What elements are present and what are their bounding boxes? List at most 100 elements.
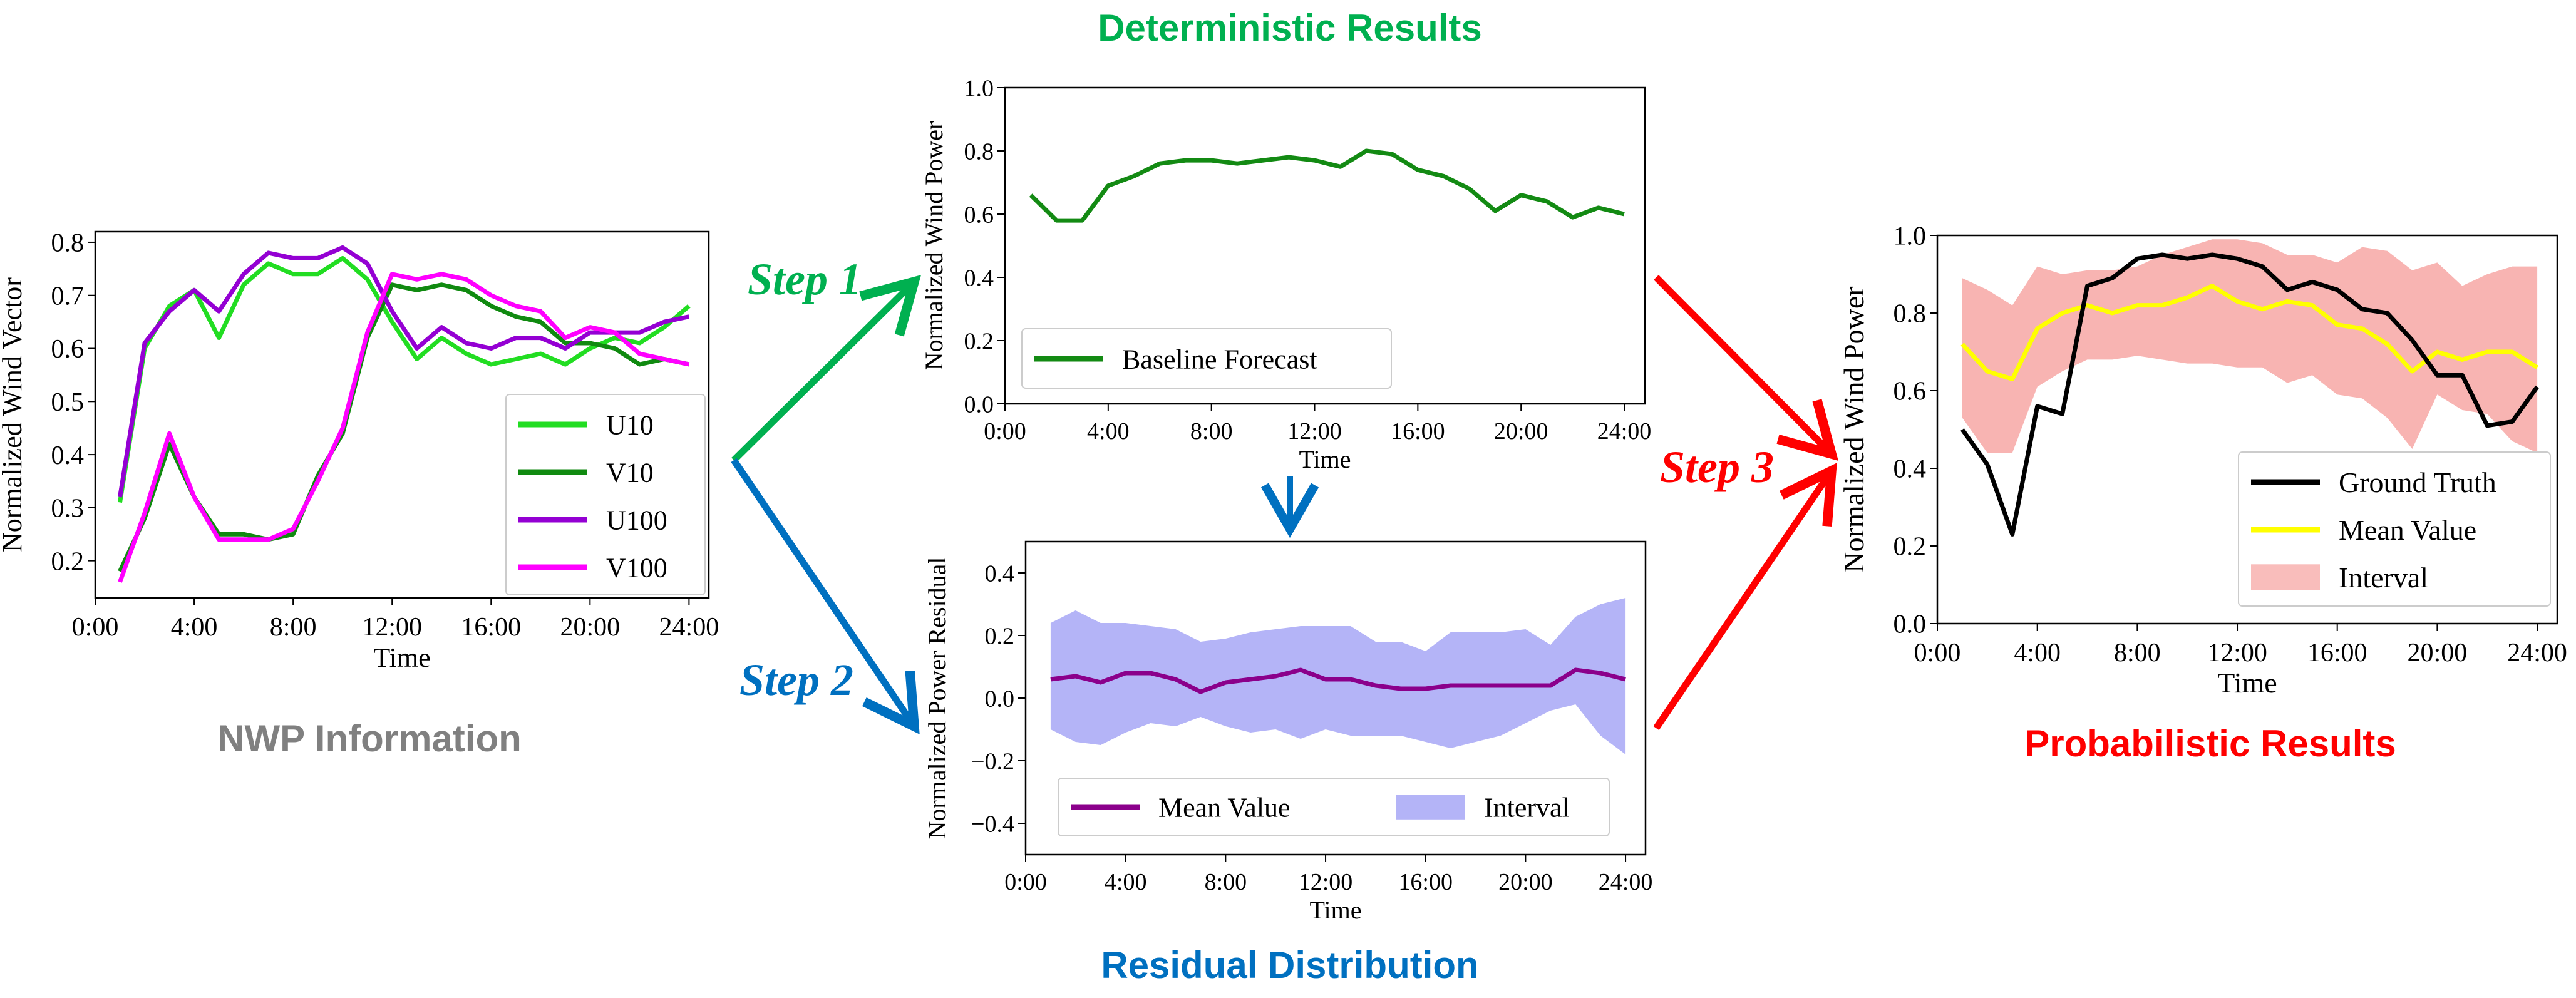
residual-ylabel: Normalized Power Residual — [923, 557, 951, 840]
nwp-ytick-label: 0.4 — [51, 441, 85, 470]
probabilistic-xtick-label: 12:00 — [2207, 639, 2267, 667]
nwp-legend-label: U100 — [606, 505, 667, 535]
nwp-legend-label: V100 — [606, 552, 667, 583]
probabilistic-title: Probabilistic Results — [2024, 723, 2396, 764]
probabilistic-ytick-label: 0.2 — [1893, 533, 1927, 562]
probabilistic-xtick-label: 16:00 — [2307, 639, 2367, 667]
deterministic-ytick-label: 0.2 — [964, 328, 994, 354]
deterministic-series-baseline — [1029, 148, 1625, 223]
residual-xtick-label: 24:00 — [1599, 869, 1653, 895]
nwp-series-v10 — [118, 282, 690, 573]
probabilistic-frame — [1936, 234, 2558, 625]
deterministic-xlabel: Time — [1299, 445, 1351, 473]
residual-ytick-label: 0.2 — [985, 623, 1015, 649]
residual-ytick-label: 0.4 — [985, 560, 1015, 587]
residual-xlabel: Time — [1309, 896, 1361, 924]
probabilistic-ytick-label: 0.4 — [1893, 455, 1927, 484]
nwp-ytick-label: 0.2 — [51, 547, 85, 576]
nwp-ylabel: Normalized Wind Vector — [0, 277, 28, 552]
deterministic-frame — [1004, 86, 1646, 405]
probabilistic-xtick-label: 20:00 — [2408, 639, 2468, 667]
residual-title: Residual Distribution — [1101, 944, 1478, 986]
step2-label: Step 2 — [739, 655, 853, 705]
deterministic-ytick-label: 0.8 — [964, 138, 994, 165]
residual-legend-label: Mean Value — [1158, 792, 1291, 823]
probabilistic-legend-label: Mean Value — [2339, 514, 2476, 546]
nwp-chart: 0:00 4:00 8:00 12:00 16:00 20:00 24:00 0.2 0.3 0.… — [0, 229, 719, 673]
probabilistic-xlabel: Time — [2217, 667, 2277, 699]
probabilistic-mean-line — [1960, 284, 2538, 381]
residual-xtick-label: 4:00 — [1105, 869, 1147, 895]
step3-label: Step 3 — [1660, 442, 1774, 492]
residual-xtick-label: 12:00 — [1299, 869, 1353, 895]
probabilistic-legend-label: Interval — [2339, 562, 2428, 594]
probabilistic-ytick-label: 1.0 — [1893, 222, 1927, 251]
deterministic-chart: 0:00 4:00 8:00 12:00 16:00 20:00 24:00 0.0 0.2 0.… — [920, 75, 1651, 473]
deterministic-ytick-label: 0.0 — [964, 391, 994, 418]
deterministic-title: Deterministic Results — [1098, 7, 1482, 49]
residual-mean-line — [1050, 667, 1626, 694]
nwp-xtick-label: 16:00 — [461, 613, 521, 642]
step1-label: Step 1 — [748, 254, 862, 304]
deterministic-legend-label: Baseline Forecast — [1122, 344, 1317, 374]
deterministic-xtick-label: 12:00 — [1287, 418, 1342, 445]
probabilistic-ground-truth-line — [1960, 252, 2539, 537]
residual-xtick-label: 8:00 — [1205, 869, 1247, 895]
nwp-xtick-label: 20:00 — [560, 613, 620, 642]
residual-ytick-label: −0.2 — [971, 748, 1014, 774]
deterministic-ylabel: Normalized Wind Power — [920, 121, 948, 371]
deterministic-legend-box — [1021, 328, 1392, 389]
probabilistic-ytick-label: 0.0 — [1893, 610, 1927, 639]
nwp-ytick-label: 0.5 — [51, 388, 85, 417]
residual-legend-label: Interval — [1484, 792, 1570, 823]
nwp-ytick-label: 0.6 — [51, 335, 85, 364]
probabilistic-legend-swatch — [2251, 564, 2320, 590]
probabilistic-xtick-label: 4:00 — [2014, 639, 2061, 667]
step3-arrow-lower — [1653, 463, 1837, 731]
nwp-title: NWP Information — [217, 718, 522, 759]
deterministic-ytick-label: 0.4 — [964, 265, 994, 291]
step2-arrow — [731, 458, 920, 734]
nwp-legend-label: V10 — [606, 457, 654, 488]
residual-ytick-label: 0.0 — [985, 686, 1015, 712]
residual-frame — [1024, 540, 1647, 856]
deterministic-xtick-label: 4:00 — [1087, 418, 1130, 445]
nwp-legend-label: U10 — [606, 409, 654, 440]
residual-ytick-label: −0.4 — [971, 811, 1014, 837]
probabilistic-xtick-label: 0:00 — [1914, 639, 1961, 667]
probabilistic-interval-band — [1962, 239, 2538, 453]
probabilistic-ylabel: Normalized Wind Power — [1838, 286, 1870, 572]
residual-xtick-label: 16:00 — [1398, 869, 1453, 895]
deterministic-ytick-label: 0.6 — [964, 202, 994, 228]
nwp-ytick-label: 0.7 — [51, 282, 85, 311]
nwp-series-u100 — [118, 245, 690, 498]
nwp-xlabel: Time — [373, 642, 430, 673]
step1-arrow — [731, 275, 922, 463]
residual-chart: 0:00 4:00 8:00 12:00 16:00 20:00 24:00 −0.4 −0.2… — [923, 540, 1653, 924]
probabilistic-legend-label: Ground Truth — [2339, 466, 2496, 498]
deterministic-xtick-label: 0:00 — [984, 418, 1026, 445]
nwp-xtick-label: 4:00 — [171, 613, 218, 642]
nwp-series-v100 — [118, 272, 690, 583]
deterministic-xtick-label: 16:00 — [1391, 418, 1445, 445]
nwp-xtick-label: 12:00 — [362, 613, 422, 642]
probabilistic-xtick-label: 24:00 — [2507, 639, 2567, 667]
nwp-xtick-label: 0:00 — [72, 613, 119, 642]
probabilistic-ytick-label: 0.6 — [1893, 378, 1927, 406]
probabilistic-xtick-label: 8:00 — [2114, 639, 2161, 667]
deterministic-xtick-label: 20:00 — [1494, 418, 1548, 445]
deterministic-xtick-label: 8:00 — [1190, 418, 1233, 445]
residual-xtick-label: 0:00 — [1004, 869, 1047, 895]
residual-interval-band — [1050, 598, 1626, 754]
nwp-ytick-label: 0.8 — [51, 229, 85, 258]
probabilistic-ytick-label: 0.8 — [1893, 300, 1927, 329]
deterministic-xtick-label: 24:00 — [1597, 418, 1652, 445]
nwp-frame — [94, 230, 710, 599]
nwp-xtick-label: 24:00 — [659, 613, 719, 642]
step3-arrow-upper — [1654, 275, 1838, 461]
nwp-legend-box — [505, 394, 706, 595]
residual-legend-swatch — [1396, 795, 1465, 820]
nwp-series-u10 — [118, 255, 691, 503]
residual-xtick-label: 20:00 — [1498, 869, 1553, 895]
residual-legend-box — [1058, 778, 1610, 836]
